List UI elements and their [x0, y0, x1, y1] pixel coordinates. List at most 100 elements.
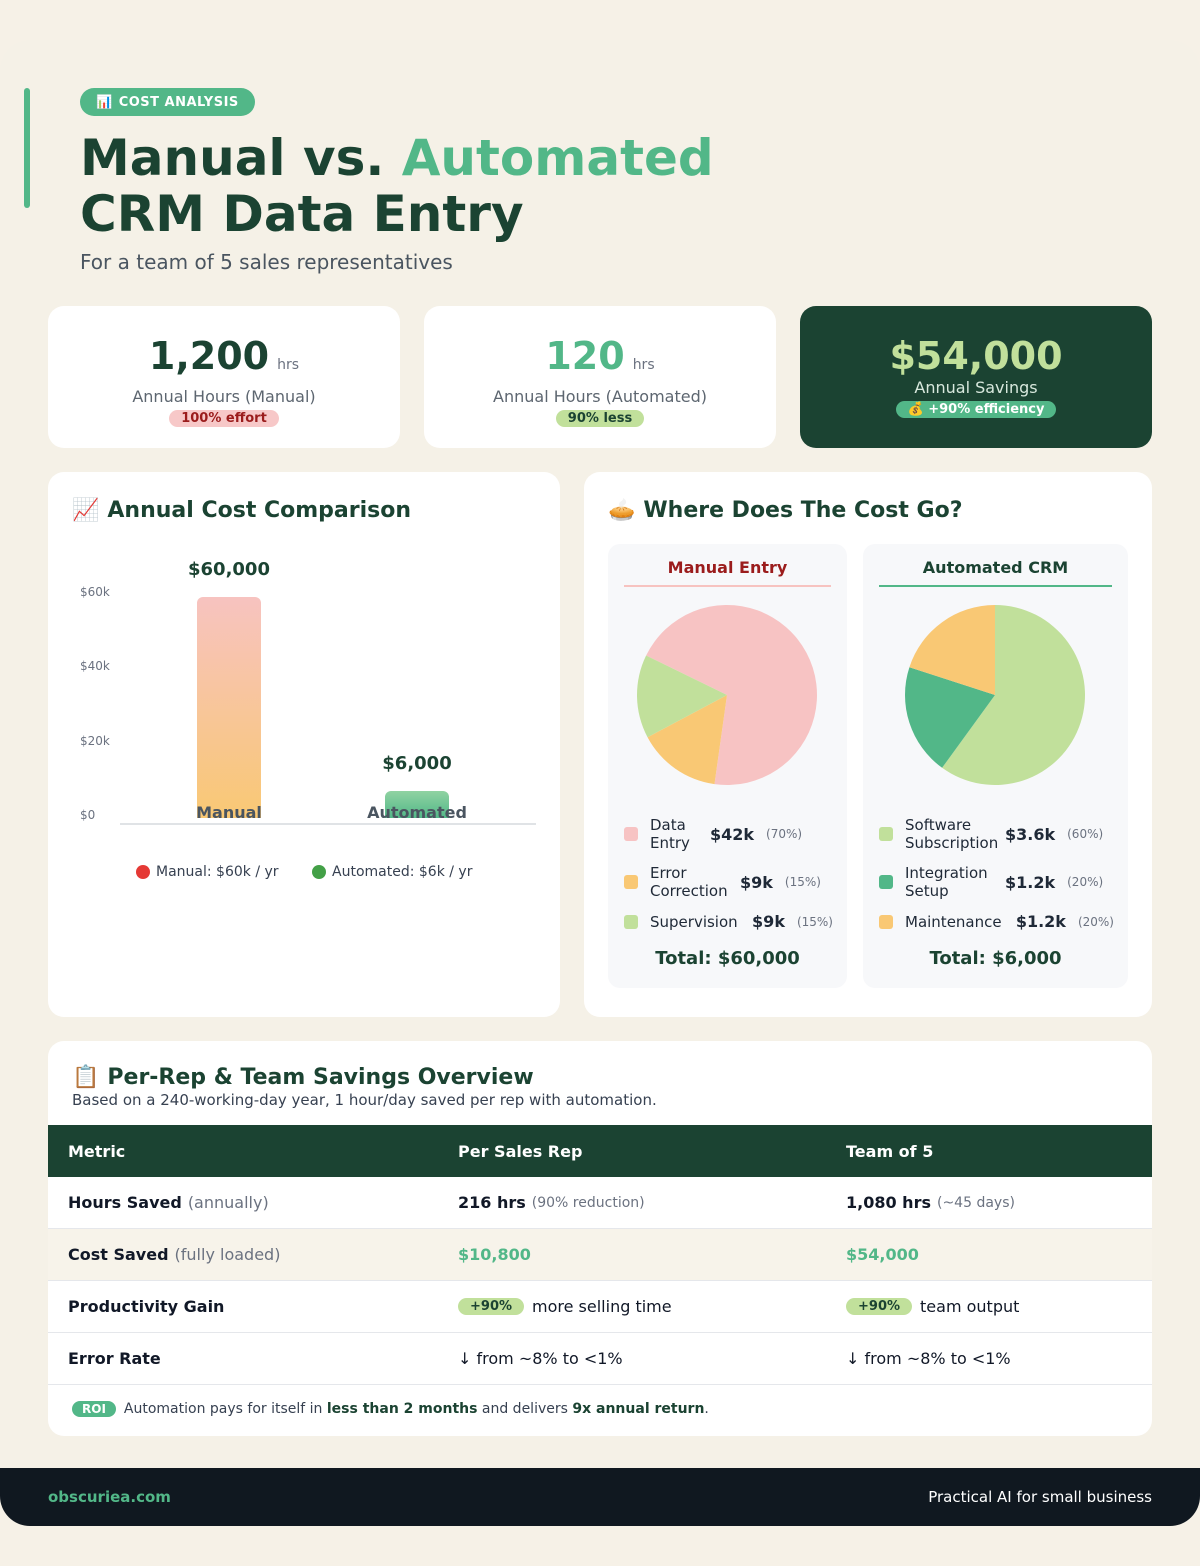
- pie-slice-integration-setup: [905, 667, 995, 768]
- automated-pie-total: Total: $6,000: [929, 948, 1062, 969]
- legend-amount: $1.2k: [1015, 912, 1066, 931]
- legend-swatch: [624, 827, 638, 841]
- stat-value: 120: [545, 334, 625, 378]
- bar-data-label: $6,000: [382, 752, 452, 774]
- automated-pie-panel: Automated CRM Software Subscription $3.6…: [863, 544, 1128, 988]
- roi-note: ROI Automation pays for itself in less t…: [72, 1401, 709, 1417]
- team-note: (~45 days): [936, 1194, 1015, 1211]
- roi-chip: ROI: [72, 1401, 116, 1417]
- legend-swatch: [879, 914, 893, 929]
- pie-chart-title-text: Where Does The Cost Go?: [643, 498, 963, 523]
- legend-name: Integration Setup: [905, 864, 988, 900]
- table-title: 📋 Per-Rep & Team Savings Overview: [72, 1065, 534, 1090]
- automated-pie-chart: [905, 605, 1085, 785]
- legend-amount: $3.6k: [1005, 824, 1056, 844]
- team-value: team output: [920, 1297, 1020, 1316]
- table-title-text: Per-Rep & Team Savings Overview: [107, 1065, 534, 1090]
- stat-label: Annual Savings: [914, 378, 1038, 397]
- page-subtitle: For a team of 5 sales representatives: [80, 250, 453, 274]
- automated-legend-row: Software Subscription $3.6k (60%): [879, 816, 1114, 852]
- bar-category-label: Automated: [367, 803, 467, 822]
- legend-amount: $9k: [752, 912, 785, 931]
- legend-name: Data Entry: [650, 816, 690, 852]
- column-header: Per Sales Rep: [458, 1141, 583, 1161]
- pie-slice-data-entry: [646, 605, 817, 785]
- status-badge: 90% less: [555, 410, 645, 427]
- green-dot-icon: [312, 865, 326, 879]
- chart-icon: 📊: [96, 94, 113, 110]
- roi-highlight: 9x annual return: [572, 1401, 705, 1417]
- team-value: $54,000: [846, 1245, 919, 1264]
- legend-manual: Manual: $60k / yr: [136, 864, 279, 880]
- pie-chart-card: 🥧 Where Does The Cost Go? Manual Entry D…: [584, 472, 1152, 1017]
- legend-swatch: [624, 914, 638, 929]
- y-tick-label: $40k: [80, 659, 110, 674]
- bar-category-label: Manual: [196, 803, 262, 822]
- trend-chart-icon: 📈: [72, 498, 100, 523]
- stat-value: 1,200: [148, 334, 270, 378]
- metric-note: (fully loaded): [174, 1245, 281, 1264]
- roi-text: and delivers: [481, 1401, 568, 1417]
- legend-name: Supervision: [650, 912, 738, 931]
- column-header: Team of 5: [846, 1141, 934, 1161]
- category-tag-label: COST ANALYSIS: [118, 94, 239, 110]
- metric-label: Cost Saved: [68, 1245, 169, 1264]
- roi-text: .: [704, 1401, 709, 1417]
- legend-pct: (70%): [766, 827, 803, 841]
- pie-slice-supervision: [637, 655, 727, 738]
- table-row: Hours Saved (annually) 216 hrs (90% reduct…: [48, 1177, 1152, 1229]
- bar-automated: [385, 790, 449, 818]
- column-header: Metric: [68, 1141, 126, 1161]
- table-row: Productivity Gain +90% more selling time …: [48, 1281, 1152, 1333]
- gain-chip: +90%: [846, 1298, 913, 1315]
- pie-slice-software-subscription: [942, 605, 1085, 785]
- bar-chart-title-text: Annual Cost Comparison: [107, 498, 412, 523]
- savings-table-card: 📋 Per-Rep & Team Savings Overview Based …: [48, 1041, 1152, 1436]
- table-row: Cost Saved (fully loaded) $10,800 $54,000: [48, 1229, 1152, 1281]
- legend-amount: $1.2k: [1005, 872, 1056, 892]
- metric-label: Error Rate: [68, 1349, 161, 1368]
- status-badge: 💰 +90% efficiency: [895, 401, 1057, 418]
- gain-chip: +90%: [458, 1298, 525, 1315]
- category-tag: 📊 COST ANALYSIS: [80, 88, 255, 116]
- y-tick-label: $60k: [80, 585, 110, 599]
- table-row: Error Rate ↓ from ~8% to <1% ↓ from ~8% …: [48, 1333, 1152, 1385]
- legend-manual-label: Manual: $60k / yr: [156, 864, 279, 880]
- manual-legend-row: Supervision $9k (15%): [624, 912, 833, 931]
- automated-legend-row: Integration Setup $1.2k (20%): [879, 864, 1114, 900]
- legend-pct: (15%): [784, 875, 821, 889]
- title-highlight: Automated: [401, 129, 714, 187]
- rep-value: ↓ from ~8% to <1%: [458, 1349, 623, 1368]
- bar-data-label: $60,000: [188, 559, 270, 580]
- bar-manual: [197, 597, 261, 818]
- title-line2: CRM Data Entry: [80, 185, 524, 243]
- stat-unit: hrs: [632, 357, 655, 373]
- infographic-page: 📊 COST ANALYSIS Manual vs. Automated CRM…: [0, 40, 1200, 1526]
- automated-legend-row: Maintenance $1.2k (20%): [879, 912, 1114, 931]
- footer: obscuriea.com Practical AI for small bus…: [0, 1468, 1200, 1526]
- manual-pie-heading: Manual Entry: [624, 558, 831, 587]
- legend-amount: $9k: [740, 872, 773, 892]
- y-tick-label: $20k: [80, 733, 110, 748]
- pie-icon: 🥧: [608, 498, 636, 523]
- legend-automated: Automated: $6k / yr: [312, 864, 472, 880]
- rep-value: $10,800: [458, 1245, 531, 1264]
- legend-swatch: [624, 875, 638, 889]
- stat-label: Annual Hours (Automated): [493, 387, 707, 406]
- footer-brand-link[interactable]: obscuriea.com: [48, 1488, 171, 1506]
- legend-pct: (60%): [1067, 827, 1104, 841]
- y-tick-label: $0: [80, 808, 96, 822]
- accent-bar: [24, 88, 30, 208]
- rep-value: more selling time: [532, 1297, 672, 1316]
- legend-swatch: [879, 875, 893, 889]
- metric-label: Productivity Gain: [68, 1297, 225, 1316]
- legend-name: Maintenance: [905, 912, 1002, 931]
- legend-automated-label: Automated: $6k / yr: [332, 864, 473, 880]
- x-axis-line: [120, 823, 536, 825]
- legend-amount: $42k: [710, 824, 755, 844]
- bar-chart-card: 📈 Annual Cost Comparison $0 $20k $40k $60k $…: [48, 472, 560, 1017]
- legend-name: Software Subscription: [905, 816, 999, 852]
- manual-pie-total: Total: $60,000: [655, 948, 800, 969]
- clipboard-icon: 📋: [72, 1065, 100, 1090]
- manual-pie-chart: [637, 605, 817, 785]
